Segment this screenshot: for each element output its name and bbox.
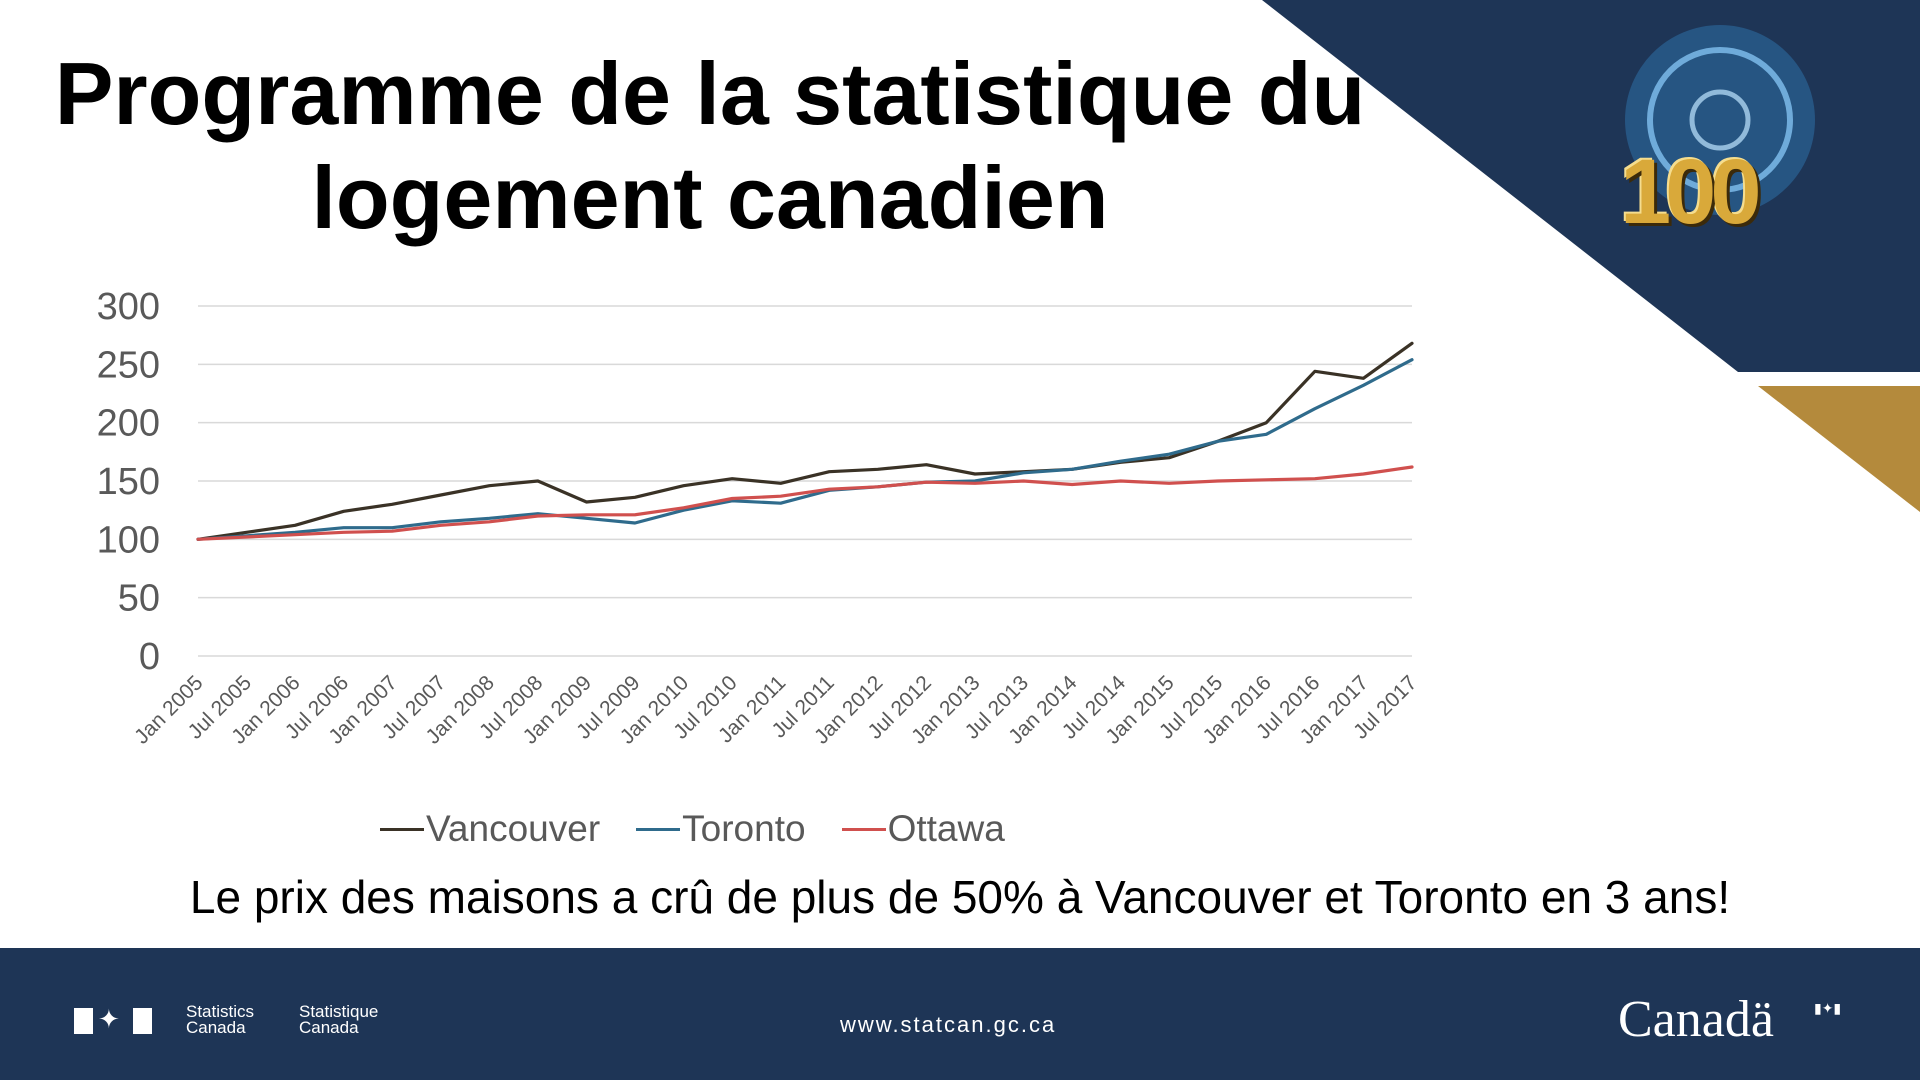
chart-legend: Vancouver Toronto Ottawa [380, 808, 1005, 850]
legend-item-ottawa: Ottawa [841, 808, 1005, 850]
y-tick-label: 300 [97, 286, 160, 328]
legend-item-toronto: Toronto [636, 808, 806, 850]
footer-bar: ✦ Statistics Canada Statistique Canada w… [0, 948, 1920, 1080]
y-tick-label: 150 [97, 461, 160, 503]
agency-fr-line-1: Statistique [299, 1002, 379, 1021]
maple-leaf-icon: ✦ [98, 1004, 120, 1034]
y-tick-label: 100 [97, 519, 160, 561]
agency-en-line-1: Statistics [186, 1002, 255, 1021]
y-tick-label: 0 [139, 636, 160, 678]
title-line-2: logement canadien [311, 148, 1109, 247]
legend-swatch-vancouver [380, 827, 424, 831]
canada-wordmark: Canadä [1618, 991, 1774, 1048]
legend-item-vancouver: Vancouver [380, 808, 600, 850]
legend-label-ottawa: Ottawa [887, 808, 1005, 849]
slide-title: Programme de la statistique du logement … [20, 42, 1400, 250]
agency-name-fr: Statistique Canada [299, 1002, 379, 1037]
gear-hub [1689, 89, 1751, 151]
centenary-badge: 100 [1620, 141, 1761, 243]
flag-bar-left [74, 1008, 93, 1034]
legend-swatch-ottawa [841, 827, 886, 831]
chart-series-lines [196, 341, 1414, 541]
agency-en-line-2: Canada [186, 1018, 246, 1037]
wordmark-flag-icon: ▮✦▮ [1814, 1000, 1842, 1016]
website-url: www.statcan.gc.ca [840, 1012, 1057, 1037]
y-axis-ticks: 0 50 100 150 200 250 300 [97, 286, 160, 678]
y-tick-label: 250 [97, 344, 160, 386]
gold-corner-triangle [1758, 386, 1920, 512]
title-line-1: Programme de la statistique du [54, 44, 1366, 143]
legend-label-toronto: Toronto [682, 808, 806, 849]
slide-caption: Le prix des maisons a crû de plus de 50%… [189, 871, 1731, 923]
agency-fr-line-2: Canada [299, 1018, 359, 1037]
y-tick-label: 200 [97, 403, 160, 445]
series-line-vancouver [196, 341, 1414, 541]
series-line-ottawa [196, 465, 1414, 541]
legend-label-vancouver: Vancouver [426, 808, 601, 849]
legend-swatch-toronto [636, 827, 681, 831]
series-line-toronto [196, 358, 1414, 541]
y-tick-label: 50 [118, 578, 160, 620]
gear-ring [1647, 47, 1793, 193]
flag-bar-right [133, 1008, 152, 1034]
chart-gridlines [198, 305, 1412, 657]
canada-flag-icon: ✦ [74, 1004, 152, 1034]
agency-name-en: Statistics Canada [186, 1002, 255, 1037]
